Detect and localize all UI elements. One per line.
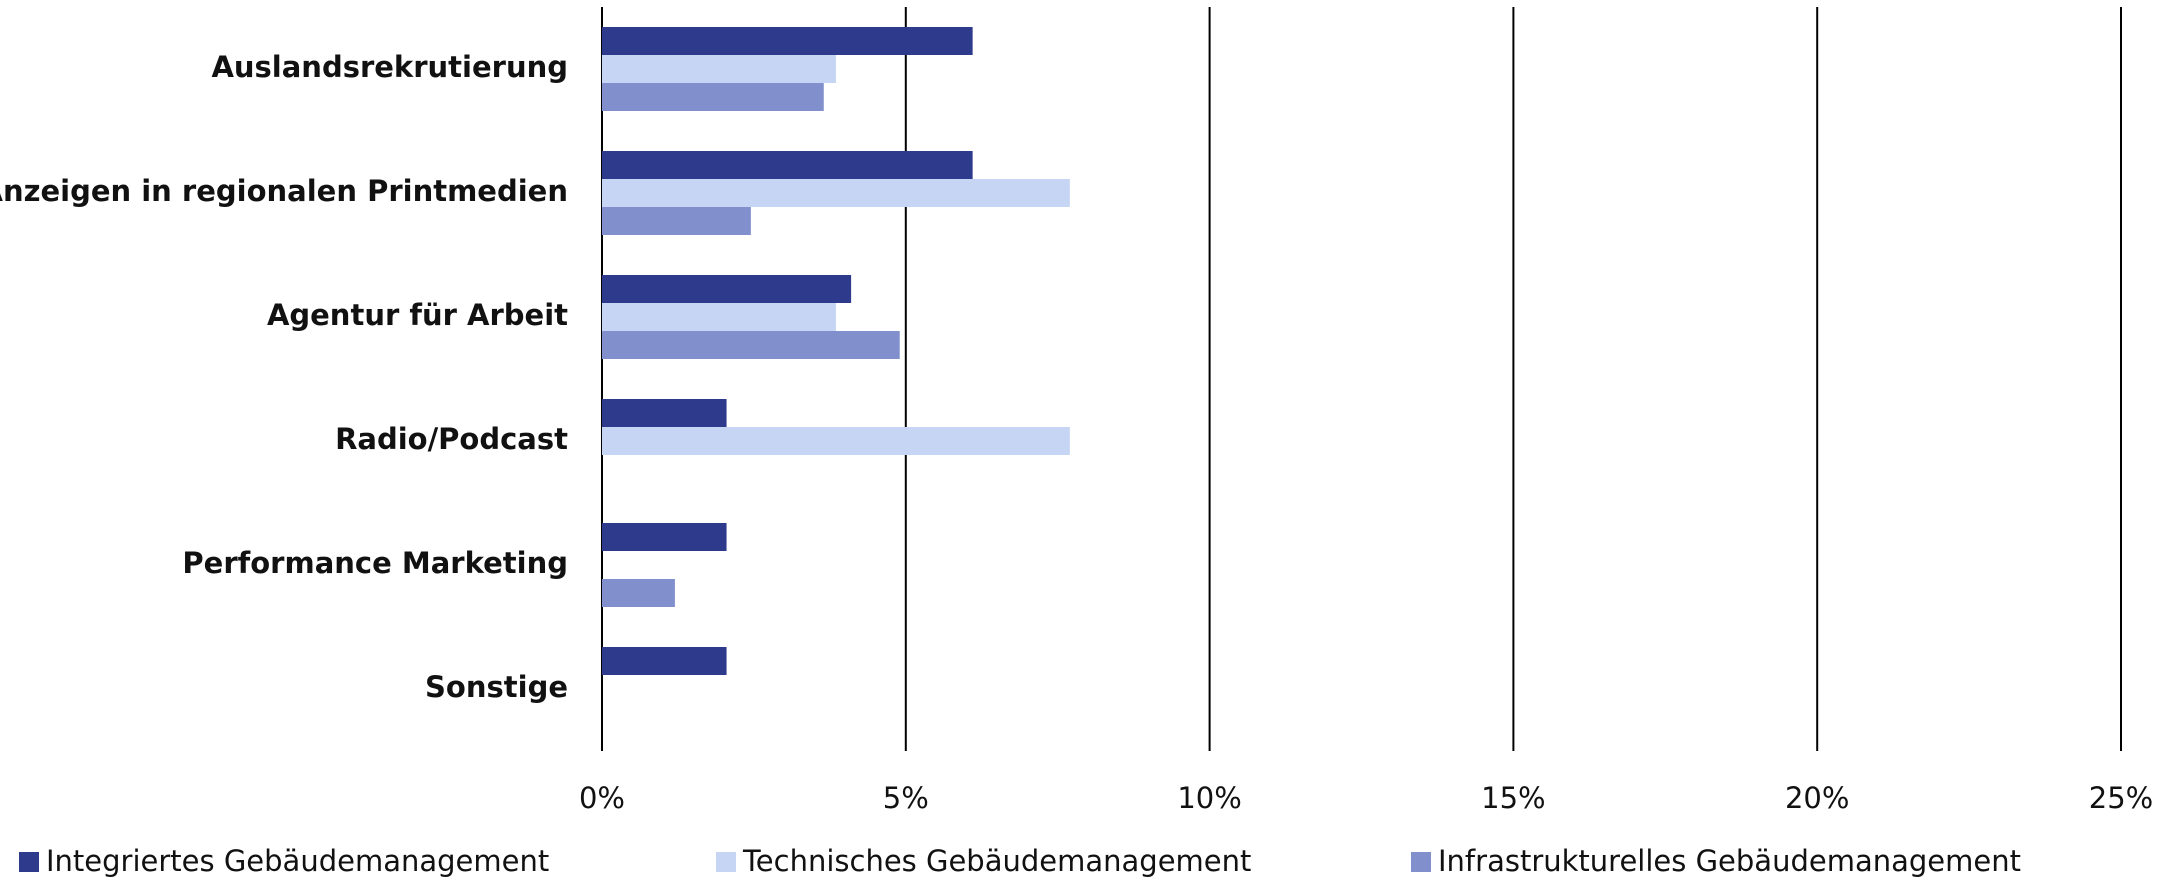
bar <box>602 303 836 331</box>
y-tick-label: Performance Marketing <box>182 546 568 580</box>
bar <box>602 579 675 607</box>
bar <box>602 151 973 179</box>
y-tick-label: Radio/Podcast <box>335 422 568 456</box>
legend-label: Infrastrukturelles Gebäudemanagement <box>1438 844 2021 877</box>
x-tick-label: 0% <box>579 781 625 815</box>
x-tick-label: 10% <box>1177 781 1241 815</box>
legend-swatch <box>19 852 39 872</box>
bar <box>602 179 1070 207</box>
bar <box>602 427 1070 455</box>
bar <box>602 331 900 359</box>
legend-swatch <box>1411 852 1431 872</box>
bar <box>602 399 727 427</box>
bar <box>602 523 727 551</box>
legend-label: Integriertes Gebäudemanagement <box>46 844 549 877</box>
bar <box>602 55 836 83</box>
legend-label: Technisches Gebäudemanagement <box>742 844 1251 877</box>
y-tick-label: Agentur für Arbeit <box>267 298 568 332</box>
x-tick-label: 20% <box>1785 781 1849 815</box>
x-tick-label: 25% <box>2089 781 2153 815</box>
bar <box>602 83 824 111</box>
bar <box>602 207 751 235</box>
legend-swatch <box>716 852 736 872</box>
y-tick-label: Anzeigen in regionalen Printmedien <box>0 174 568 208</box>
y-tick-label: Sonstige <box>425 670 568 704</box>
bar <box>602 275 852 303</box>
x-tick-label: 5% <box>883 781 929 815</box>
bar <box>602 27 973 55</box>
y-tick-label: Auslandsrekrutierung <box>211 50 568 84</box>
x-tick-label: 15% <box>1481 781 1545 815</box>
bar <box>602 647 727 675</box>
